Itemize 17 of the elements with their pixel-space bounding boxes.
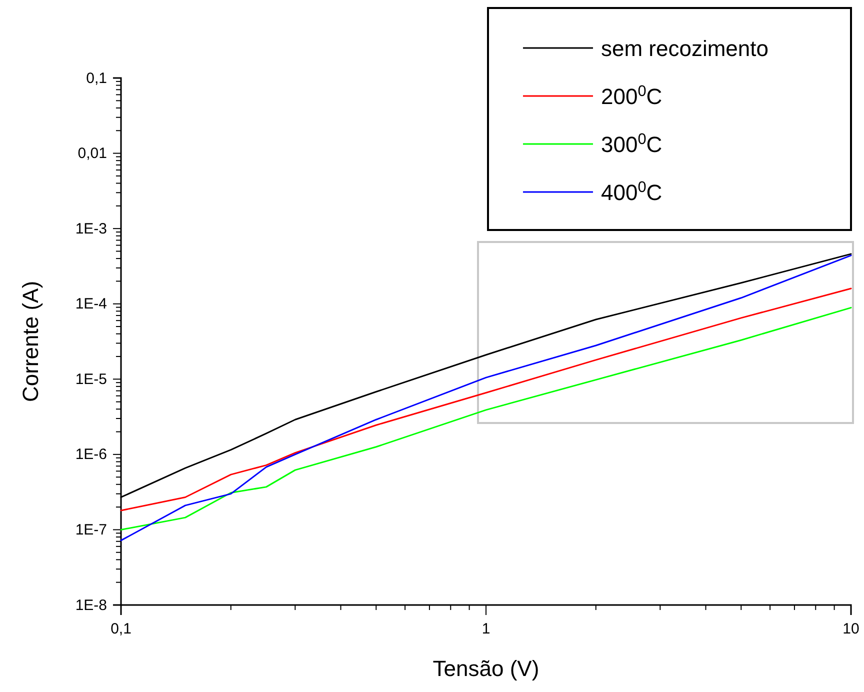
- y-tick-label: 0,1: [86, 70, 107, 87]
- y-axis-title: Corrente (A): [18, 280, 43, 402]
- y-tick-label: 1E-5: [75, 370, 107, 388]
- legend-label: 400$^{0}$C: [601, 178, 662, 205]
- y-tick-label: 1E-8: [75, 596, 107, 614]
- legend-label: 200$^{0}$C: [601, 82, 662, 109]
- x-tick-label: 10: [842, 620, 860, 638]
- y-tick-label: 1E-7: [75, 522, 107, 539]
- x-tick-label: 1: [482, 620, 490, 638]
- y-tick-label: 1E-3: [75, 220, 107, 238]
- y-tick-label: 1E-4: [75, 296, 107, 313]
- legend-label: 300$^{0}$C: [601, 130, 662, 157]
- legend-label: sem recozimento: [601, 36, 769, 61]
- y-tick-label: 0,01: [78, 145, 107, 162]
- x-tick-label: 0,1: [110, 620, 132, 638]
- y-tick-label: 1E-6: [75, 446, 107, 464]
- x-axis-title: Tensão (V): [432, 656, 540, 681]
